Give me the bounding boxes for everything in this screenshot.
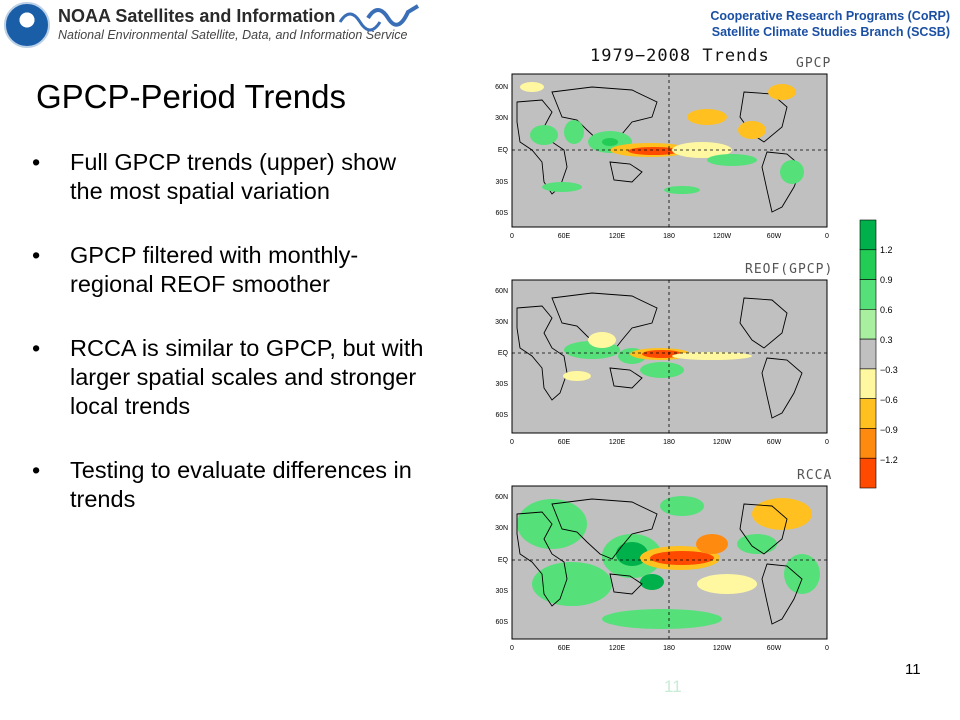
map-panel-gpcp: 60N 30N EQ 30S 60S 0 60E 120E 180 120W 6… bbox=[495, 73, 829, 240]
lat-label: 60S bbox=[496, 619, 509, 626]
ghost-page-number: 11 bbox=[664, 677, 682, 696]
lat-label: EQ bbox=[498, 557, 509, 564]
page-number: 11 bbox=[905, 661, 921, 678]
colorbar-swatch bbox=[859, 338, 877, 370]
lat-label: 60S bbox=[496, 412, 509, 419]
lon-label: 60E bbox=[558, 233, 571, 240]
lon-label: 120E bbox=[609, 233, 626, 240]
map-panel-reof: 60N 30N EQ 30S 60S 0 60E 120E 180 120W 6… bbox=[495, 279, 829, 446]
org-subtitle: National Environmental Satellite, Data, … bbox=[58, 28, 408, 42]
lat-label: 60N bbox=[495, 494, 508, 501]
colorbar-label: 0.6 bbox=[880, 305, 893, 315]
org-title: NOAA Satellites and Information bbox=[58, 6, 336, 26]
map-panel-rcca: 60N 30N EQ 30S 60S 0 60E 120E 180 120W 6… bbox=[495, 485, 829, 652]
panel-label-reof: REOF(GPCP) bbox=[745, 262, 834, 277]
panel-label-gpcp: GPCP bbox=[796, 56, 832, 71]
colorbar-swatch bbox=[859, 279, 877, 310]
colorbar-label: −1.2 bbox=[880, 455, 898, 465]
lon-label: 0 bbox=[825, 233, 829, 240]
bullet-item: GPCP filtered with monthly-regional REOF… bbox=[30, 241, 430, 299]
lon-label: 180 bbox=[663, 233, 675, 240]
lon-label: 0 bbox=[510, 233, 514, 240]
lon-label: 120W bbox=[713, 439, 732, 446]
colorbar-swatch bbox=[859, 309, 877, 340]
lat-label: 60N bbox=[495, 84, 508, 91]
program-line-1: Cooperative Research Programs (CoRP) bbox=[710, 9, 950, 23]
lon-label: 60W bbox=[767, 439, 782, 446]
colorbar-swatch bbox=[859, 398, 877, 429]
lon-label: 120W bbox=[713, 233, 732, 240]
colorbar-swatch bbox=[859, 368, 877, 399]
colorbar-label: 0.3 bbox=[880, 335, 893, 345]
bullet-item: RCCA is similar to GPCP, but with larger… bbox=[30, 334, 430, 421]
colorbar-label: −0.3 bbox=[880, 365, 898, 375]
lon-label: 0 bbox=[510, 645, 514, 652]
lat-label: 30N bbox=[495, 115, 508, 122]
lon-label: 60W bbox=[767, 233, 782, 240]
colorbar-swatch bbox=[859, 219, 877, 251]
lon-label: 120E bbox=[609, 645, 626, 652]
lat-label: EQ bbox=[498, 350, 509, 357]
colorbar-label: −0.6 bbox=[880, 395, 898, 405]
lat-label: 60N bbox=[495, 288, 508, 295]
lon-label: 180 bbox=[663, 439, 675, 446]
lon-label: 120W bbox=[713, 645, 732, 652]
bullet-item: Testing to evaluate differences in trend… bbox=[30, 456, 430, 514]
lat-label: 30N bbox=[495, 525, 508, 532]
lat-label: 60S bbox=[496, 210, 509, 217]
lon-label: 0 bbox=[825, 439, 829, 446]
bullet-item: Full GPCP trends (upper) show the most s… bbox=[30, 148, 430, 206]
wave-logo-icon bbox=[338, 4, 420, 32]
bullet-list: Full GPCP trends (upper) show the most s… bbox=[30, 148, 430, 549]
colorbar-label: 0.9 bbox=[880, 275, 893, 285]
colorbar-label: −0.9 bbox=[880, 425, 898, 435]
colorbar-swatch bbox=[859, 249, 877, 280]
lon-label: 0 bbox=[825, 645, 829, 652]
program-line-2: Satellite Climate Studies Branch (SCSB) bbox=[711, 25, 950, 39]
slide-title: GPCP-Period Trends bbox=[36, 78, 346, 115]
lon-label: 0 bbox=[510, 439, 514, 446]
lat-label: 30S bbox=[496, 179, 509, 186]
panel-label-rcca: RCCA bbox=[797, 468, 833, 483]
lon-label: 120E bbox=[609, 439, 626, 446]
lat-label: 30S bbox=[496, 588, 509, 595]
lat-label: 30S bbox=[496, 381, 509, 388]
lon-label: 60E bbox=[558, 645, 571, 652]
colorbar-swatch bbox=[859, 457, 877, 489]
colorbar: 1.2 0.9 0.6 0.3 −0.3 −0.6 −0.9 −1.2 bbox=[859, 219, 898, 489]
lat-label: EQ bbox=[498, 147, 509, 154]
lat-label: 30N bbox=[495, 319, 508, 326]
noaa-logo bbox=[4, 2, 50, 48]
colorbar-label: 1.2 bbox=[880, 245, 893, 255]
lon-label: 60E bbox=[558, 439, 571, 446]
colorbar-swatch bbox=[859, 428, 877, 459]
lon-label: 60W bbox=[767, 645, 782, 652]
figure-title: 1979−2008 Trends bbox=[590, 46, 770, 66]
lon-label: 180 bbox=[663, 645, 675, 652]
